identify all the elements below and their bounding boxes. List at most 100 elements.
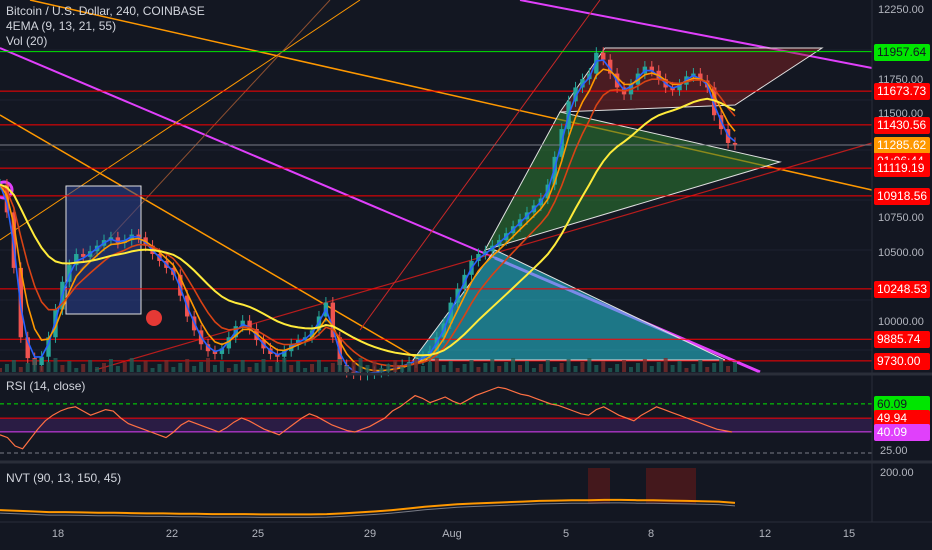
candle-body (205, 344, 211, 352)
volume-bar (67, 361, 72, 372)
volume-bar (531, 368, 536, 372)
red-trendline (94, 142, 873, 371)
volume-bar (282, 358, 287, 372)
nvt-highlight (588, 468, 610, 504)
volume-bar (663, 358, 668, 372)
candle-body (46, 337, 51, 357)
rsi-title[interactable]: RSI (14, close) (6, 379, 86, 393)
candle-body (178, 274, 183, 296)
ema-line (0, 97, 736, 357)
volume-bar (0, 368, 2, 372)
volume-bar (122, 362, 127, 372)
y-tick-label: 12250.00 (878, 4, 924, 17)
volume-bar (330, 363, 335, 372)
volume-bars (0, 358, 737, 372)
volume-bar (594, 365, 599, 372)
volume-bar (615, 364, 620, 372)
candle-body (25, 337, 30, 359)
orange-trendline (0, 114, 421, 361)
volume-bar (573, 366, 578, 372)
volume-bar (712, 363, 717, 372)
volume-bar (157, 364, 162, 372)
volume-bar (316, 360, 321, 372)
volume-bar (164, 360, 169, 372)
candle-body (573, 87, 578, 102)
volume-bar (642, 359, 647, 372)
x-tick-label: 12 (758, 528, 772, 540)
candle-body (677, 84, 682, 91)
price-level-tag: 11430.56 (874, 116, 930, 134)
volume-bar (601, 361, 606, 372)
volume-bar (490, 359, 495, 372)
candle-body (247, 320, 252, 329)
price-level-tag: 11957.64 (874, 43, 930, 61)
candle-body (483, 251, 488, 255)
volume-bar (726, 366, 731, 372)
volume-bar (81, 364, 86, 372)
volume-indicator-label[interactable]: Vol (20) (6, 34, 48, 48)
volume-bar (32, 359, 37, 372)
volume-bar (39, 366, 44, 372)
volume-bar (296, 361, 301, 372)
nvt-highlight (646, 468, 696, 504)
volume-bar (608, 368, 613, 372)
volume-bar (379, 368, 384, 372)
volume-bar (670, 365, 675, 372)
marker-pin (0, 180, 14, 200)
volume-bar (60, 365, 65, 372)
volume-bar (372, 361, 377, 372)
candle-body (136, 234, 141, 238)
orange-trendline (0, 0, 361, 241)
volume-bar (303, 368, 308, 372)
volume-bar (469, 360, 474, 372)
volume-bar (365, 365, 370, 372)
volume-bar (358, 358, 363, 372)
volume-bar (261, 359, 266, 372)
volume-bar (25, 363, 30, 372)
volume-bar (11, 360, 16, 372)
candle-body (698, 73, 703, 81)
candle-body (434, 337, 440, 352)
volume-bar (497, 366, 502, 372)
candle-body (476, 254, 481, 261)
volume-bar (289, 365, 294, 372)
volume-bar (705, 367, 710, 372)
volume-bar (441, 365, 446, 372)
volume-bar (462, 364, 467, 372)
volume-bar (386, 364, 391, 372)
volume-bar (455, 368, 460, 372)
price-level-tag: 11119.19 (874, 160, 930, 178)
volume-bar (504, 362, 509, 372)
volume-bar (538, 364, 543, 372)
volume-bar (199, 362, 204, 372)
symbol-title[interactable]: Bitcoin / U.S. Dollar, 240, COINBASE (6, 4, 205, 18)
nvt-title[interactable]: NVT (90, 13, 150, 45) (6, 471, 122, 485)
volume-bar (240, 360, 245, 372)
volume-bar (254, 363, 259, 372)
candle-body (115, 237, 121, 243)
volume-bar (649, 366, 654, 372)
volume-bar (233, 364, 238, 372)
volume-bar (635, 363, 640, 372)
candle-body (580, 79, 585, 88)
volume-bar (46, 362, 51, 372)
ema-indicator-label[interactable]: 4EMA (9, 13, 21, 55) (6, 19, 117, 33)
volume-bar (628, 367, 633, 372)
volume-bar (566, 359, 571, 372)
volume-bar (400, 367, 405, 372)
volume-bar (219, 361, 224, 372)
volume-bar (178, 363, 183, 372)
rsi-level-tag: 49.94 (874, 410, 930, 428)
volume-bar (476, 367, 481, 372)
rsi-level-tag: 40.09 (874, 423, 930, 441)
volume-bar (74, 368, 79, 372)
volume-bar (434, 358, 439, 372)
volume-bar (192, 366, 197, 372)
x-tick-label: 29 (363, 528, 377, 540)
volume-bar (580, 362, 585, 372)
y-tick-label: 10000.00 (878, 316, 924, 329)
volume-bar (552, 367, 557, 372)
rsi-level-tag: 60.09 (874, 395, 930, 413)
